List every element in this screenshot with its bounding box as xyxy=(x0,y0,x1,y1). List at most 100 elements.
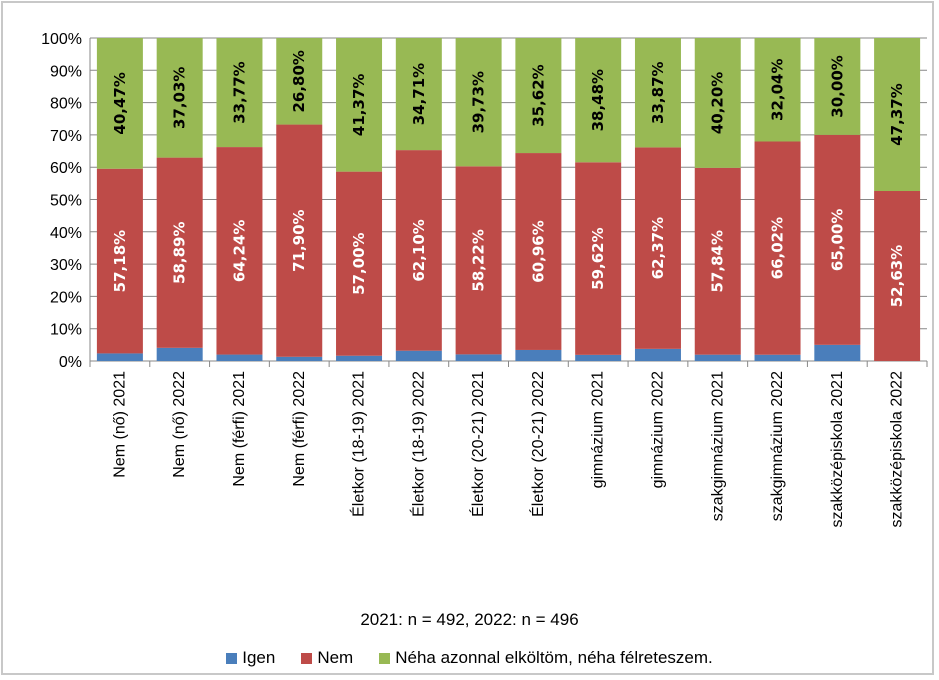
bar-segment xyxy=(156,38,203,158)
bar-segment xyxy=(455,166,502,355)
y-tick-label: 80% xyxy=(50,96,82,113)
x-category-label: gimnázium 2021 xyxy=(590,371,607,489)
bar-segment xyxy=(216,147,263,355)
y-tick-label: 10% xyxy=(50,322,82,339)
data-label: 30,00% xyxy=(828,55,846,117)
bar-segment xyxy=(634,38,681,148)
bar-segment xyxy=(634,147,681,349)
data-label: 37,03% xyxy=(171,67,189,129)
bar-segment xyxy=(156,157,203,348)
bar-segment xyxy=(336,38,383,172)
data-label: 32,04% xyxy=(769,59,787,121)
data-label: 64,24% xyxy=(230,220,248,282)
bar-segment xyxy=(96,38,143,169)
x-category-label: szakgimnázium 2021 xyxy=(709,371,726,521)
bar-segment xyxy=(455,38,502,167)
bar-segment xyxy=(216,38,263,148)
data-label: 66,02% xyxy=(769,217,787,279)
data-label: 60,96% xyxy=(529,220,547,282)
data-label: 26,80% xyxy=(290,50,308,112)
bar-segment xyxy=(754,354,801,361)
y-tick-label: 90% xyxy=(50,63,82,80)
data-label: 58,22% xyxy=(470,229,488,291)
bar-segment xyxy=(634,348,681,361)
y-tick-label: 100% xyxy=(41,31,82,48)
data-label: 57,18% xyxy=(111,230,129,292)
data-label: 59,62% xyxy=(589,227,607,289)
y-tick-label: 20% xyxy=(50,289,82,306)
legend-label: Nem xyxy=(317,648,354,667)
bar-segment xyxy=(694,167,741,355)
bar-segment xyxy=(515,349,562,361)
bar-segment xyxy=(694,38,741,168)
data-label: 41,37% xyxy=(350,74,368,136)
x-category-label: Életkor (20-21) 2021 xyxy=(468,371,487,517)
stacked-bar-chart: 0% 10% 20% 30% 40% 50% 60% 70% 80% 90% 100% 57,18% 4… xyxy=(41,31,928,528)
y-tick-label: 40% xyxy=(50,225,82,242)
bar-segment xyxy=(336,171,383,356)
bar-segment xyxy=(276,124,323,357)
data-label: 38,48% xyxy=(589,69,607,131)
data-label: 35,62% xyxy=(529,64,547,126)
bar-segment xyxy=(814,38,861,135)
legend-label: Igen xyxy=(242,648,276,667)
sample-size-note: 2021: n = 492, 2022: n = 496 xyxy=(360,610,579,629)
legend-item: Nem xyxy=(301,648,353,668)
bar-segment xyxy=(276,356,323,361)
x-category-label: Nem (nő) 2021 xyxy=(111,371,128,478)
y-tick-label: 0% xyxy=(59,354,82,371)
y-tick-label: 30% xyxy=(50,257,82,274)
legend: Igen Nem Néha azonnal elköltöm, néha félre… xyxy=(0,648,939,668)
x-category-label: Életkor (18-19) 2021 xyxy=(349,371,368,517)
data-label: 71,90% xyxy=(290,209,308,271)
y-tick-label: 60% xyxy=(50,160,82,177)
legend-item: Néha azonnal elköltöm, néha félreteszem. xyxy=(379,648,713,668)
data-label: 47,37% xyxy=(888,83,906,145)
bar-segment xyxy=(814,134,861,345)
legend-swatch xyxy=(301,652,313,664)
legend-label: Néha azonnal elköltöm, néha félreteszem. xyxy=(395,648,713,667)
bar-segment xyxy=(874,38,921,192)
x-category-label: Életkor (18-19) 2022 xyxy=(408,371,427,517)
x-category-label: szakgimnázium 2022 xyxy=(769,371,786,521)
data-label: 40,20% xyxy=(709,72,727,134)
bar-segment xyxy=(515,38,562,154)
bar-segment xyxy=(395,38,442,151)
data-label: 57,00% xyxy=(350,232,368,294)
bar-segment xyxy=(395,350,442,361)
bar-segment xyxy=(754,141,801,355)
bar-segment xyxy=(216,354,263,361)
bar-segment xyxy=(814,344,861,361)
y-tick-label: 50% xyxy=(50,193,82,210)
data-label: 33,87% xyxy=(649,61,667,123)
x-category-label: szakközépiskola 2021 xyxy=(829,371,846,528)
data-label: 34,71% xyxy=(410,63,428,125)
data-label: 65,00% xyxy=(828,209,846,271)
legend-item: Igen xyxy=(226,648,275,668)
y-tick-label: 70% xyxy=(50,128,82,145)
bar-segment xyxy=(575,38,622,163)
bar-segment xyxy=(575,354,622,361)
x-category-label: gimnázium 2022 xyxy=(649,371,666,489)
bar-segment xyxy=(575,162,622,355)
x-category-label: Nem (nő) 2022 xyxy=(171,371,188,478)
bar-segment xyxy=(754,38,801,142)
legend-swatch xyxy=(226,652,238,664)
data-label: 33,77% xyxy=(230,61,248,123)
data-label: 39,73% xyxy=(470,71,488,133)
bar-segment xyxy=(874,191,921,361)
bar-segment xyxy=(515,153,562,350)
bar-segment xyxy=(395,150,442,351)
data-label: 62,10% xyxy=(410,219,428,281)
bar-segment xyxy=(156,347,203,361)
data-label: 40,47% xyxy=(111,72,129,134)
bar-segment xyxy=(694,354,741,361)
data-label: 57,84% xyxy=(709,230,727,292)
data-label: 58,89% xyxy=(171,221,189,283)
bar-segment xyxy=(96,353,143,361)
x-category-label: Nem (férfi) 2022 xyxy=(291,371,308,487)
x-category-label: Nem (férfi) 2021 xyxy=(231,371,248,487)
legend-swatch xyxy=(379,652,391,664)
data-label: 52,63% xyxy=(888,245,906,307)
bar-segment xyxy=(455,354,502,361)
